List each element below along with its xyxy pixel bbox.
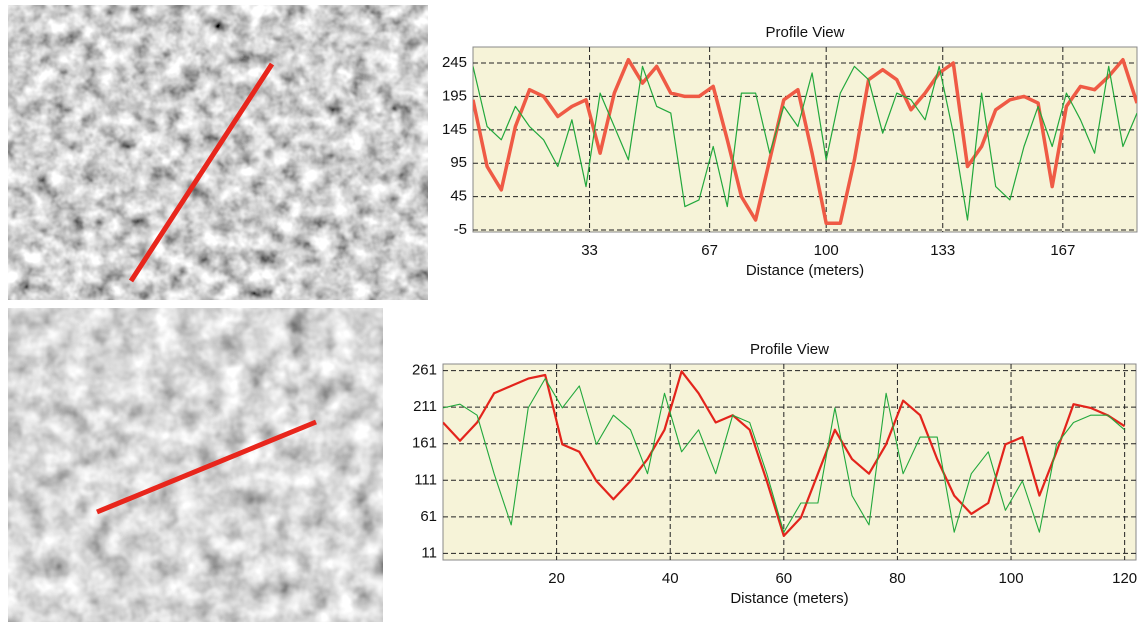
chart-title: Profile View bbox=[766, 24, 845, 41]
x-tick-label: 20 bbox=[548, 570, 565, 587]
y-tick-label: 261 bbox=[412, 362, 437, 379]
plot-area bbox=[442, 363, 1137, 561]
x-tick-label: 120 bbox=[1112, 570, 1137, 587]
profile-line bbox=[128, 62, 275, 283]
x-tick-label: 40 bbox=[662, 570, 679, 587]
y-tick-label: 111 bbox=[414, 471, 437, 488]
y-tick-label: 95 bbox=[450, 154, 467, 171]
x-tick-label: 33 bbox=[581, 242, 598, 259]
x-tick-label: 100 bbox=[999, 570, 1024, 587]
y-tick-label: 145 bbox=[442, 121, 467, 138]
chart-title: Profile View bbox=[750, 341, 829, 358]
y-tick-label: 11 bbox=[421, 544, 437, 561]
x-tick-label: 60 bbox=[775, 570, 792, 587]
profile-series bbox=[473, 65, 1137, 221]
x-tick-label: 167 bbox=[1050, 242, 1075, 259]
profile-line bbox=[96, 419, 317, 515]
profile-series bbox=[443, 370, 1126, 537]
profile-series bbox=[443, 378, 1125, 533]
y-tick-label: 61 bbox=[420, 508, 437, 525]
y-tick-label: 211 bbox=[413, 398, 437, 415]
y-tick-label: 161 bbox=[412, 435, 437, 452]
y-tick-label: -5 bbox=[454, 221, 467, 238]
x-tick-label: 133 bbox=[930, 242, 955, 259]
plot-area bbox=[472, 46, 1138, 233]
profile-series bbox=[473, 57, 1137, 226]
x-axis-label: Distance (meters) bbox=[730, 590, 848, 607]
aerial-image bbox=[8, 308, 383, 622]
x-tick-label: 67 bbox=[701, 242, 718, 259]
y-tick-label: 195 bbox=[442, 87, 467, 104]
x-tick-label: 100 bbox=[814, 242, 839, 259]
x-tick-label: 80 bbox=[889, 570, 906, 587]
y-tick-label: 45 bbox=[450, 188, 467, 205]
y-tick-label: 245 bbox=[442, 54, 467, 71]
aerial-image bbox=[8, 5, 428, 300]
x-axis-label: Distance (meters) bbox=[746, 262, 864, 279]
